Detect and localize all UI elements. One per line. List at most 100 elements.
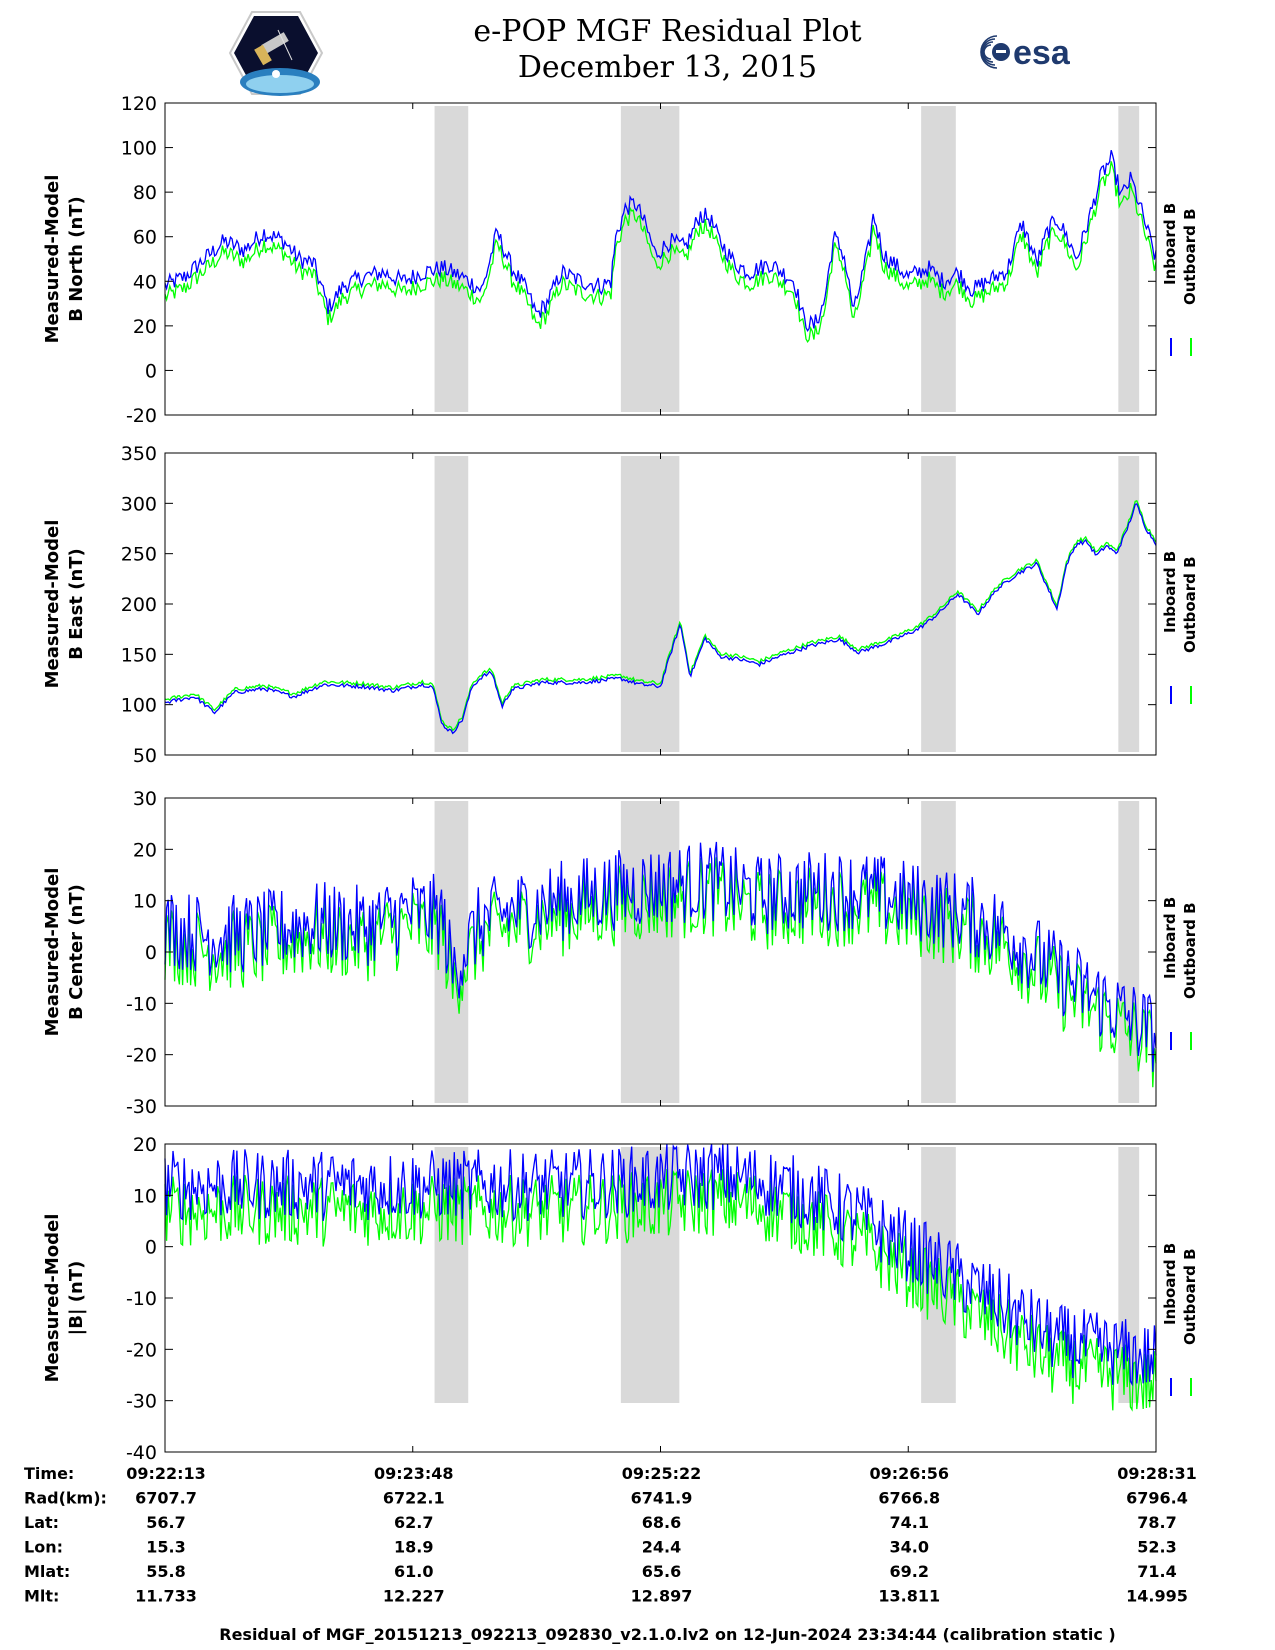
row-label: Lon: — [24, 1538, 63, 1557]
y-tick-label: 10 — [133, 1185, 157, 1207]
y-tick-label: 100 — [121, 695, 157, 717]
y-tick-label: 150 — [121, 644, 157, 666]
row-value: 09:28:31 — [1117, 1464, 1197, 1483]
shaded-interval-2-3 — [921, 456, 956, 752]
row-value: 56.7 — [146, 1513, 185, 1532]
y-axis-label-panel-2: Measured-Model B East (nT) — [42, 520, 87, 689]
y-tick-label: 40 — [133, 271, 157, 293]
y-tick-label: 30 — [133, 788, 157, 810]
y-tick-label: 10 — [133, 891, 157, 913]
shaded-interval-3-2 — [620, 801, 680, 1103]
legend-outboard-label: Outboard B — [1181, 1248, 1199, 1345]
y-axis-label-line-1: Measured-Model — [42, 175, 63, 344]
y-tick-label: -20 — [126, 1339, 157, 1361]
row-value: 24.4 — [642, 1538, 681, 1557]
y-axis-label-panel-1: Measured-Model B North (nT) — [42, 175, 87, 344]
legend-outboard-label: Outboard B — [1181, 208, 1199, 305]
esa-logo: esa — [980, 34, 1071, 72]
y-tick-label: -20 — [126, 405, 157, 427]
outboard-series-panel-4 — [164, 1168, 1157, 1412]
row-value: 65.6 — [642, 1562, 681, 1581]
y-tick-label: 60 — [133, 227, 157, 249]
row-value: 55.8 — [146, 1562, 185, 1581]
y-tick-label: 50 — [133, 745, 157, 767]
row-value: 6796.4 — [1126, 1489, 1188, 1508]
y-axis-label-panel-4: Measured-Model |B| (nT) — [42, 1214, 87, 1383]
shaded-interval-1-3 — [921, 106, 956, 412]
inboard-series-panel-1 — [164, 150, 1157, 332]
y-axis-label-line-1: Measured-Model — [42, 1214, 63, 1383]
legend-inboard-label: Inboard B — [1161, 551, 1179, 633]
y-axis-label-line-2: B North (nT) — [66, 196, 87, 322]
y-axis-label-line-2: B Center (nT) — [66, 884, 87, 1020]
shaded-interval-2-4 — [1118, 456, 1140, 752]
row-value: 68.6 — [642, 1513, 681, 1532]
esa-logo-text: esa — [1013, 34, 1071, 72]
row-value: 74.1 — [890, 1513, 929, 1532]
y-tick-label: -30 — [126, 1096, 157, 1118]
row-value: 6707.7 — [135, 1489, 197, 1508]
row-label: Time: — [24, 1464, 74, 1483]
y-tick-label: -30 — [126, 1391, 157, 1413]
y-tick-label: 20 — [133, 316, 157, 338]
row-value: 18.9 — [394, 1538, 433, 1557]
y-tick-label: 20 — [133, 839, 157, 861]
inboard-series-panel-3 — [164, 841, 1157, 1072]
row-value: 78.7 — [1137, 1513, 1176, 1532]
satellite-mission-patch-icon — [228, 11, 324, 96]
y-tick-label: 80 — [133, 182, 157, 204]
row-label: Mlt: — [24, 1587, 59, 1606]
row-value: 71.4 — [1137, 1562, 1176, 1581]
shaded-interval-2-2 — [620, 456, 680, 752]
y-tick-label: 0 — [145, 360, 157, 382]
row-value: 12.227 — [383, 1587, 445, 1606]
row-label: Rad(km): — [24, 1489, 107, 1508]
row-value: 09:23:48 — [374, 1464, 454, 1483]
y-axis-label-panel-3: Measured-Model B Center (nT) — [42, 868, 87, 1037]
row-label: Lat: — [24, 1513, 59, 1532]
shaded-interval-1-1 — [434, 106, 469, 412]
shaded-interval-2-1 — [434, 456, 469, 752]
shaded-interval-3-4 — [1118, 801, 1140, 1103]
row-value: 34.0 — [890, 1538, 929, 1557]
page-title: e-POP MGF Residual Plot December 13, 201… — [0, 14, 1275, 86]
outboard-series-panel-1 — [164, 161, 1157, 344]
row-value: 11.733 — [135, 1587, 197, 1606]
y-tick-label: -10 — [126, 993, 157, 1015]
y-tick-label: 250 — [121, 544, 157, 566]
y-tick-label: 100 — [121, 138, 157, 160]
row-label: Mlat: — [24, 1562, 70, 1581]
y-axis-label-line-1: Measured-Model — [42, 868, 63, 1037]
row-value: 09:25:22 — [622, 1464, 702, 1483]
y-tick-label: 200 — [121, 594, 157, 616]
y-tick-label: 300 — [121, 493, 157, 515]
legend-inboard-label: Inboard B — [1161, 897, 1179, 979]
y-tick-label: -10 — [126, 1288, 157, 1310]
outboard-series-panel-2 — [164, 499, 1157, 732]
y-tick-label: 0 — [145, 942, 157, 964]
row-value: 14.995 — [1126, 1587, 1188, 1606]
row-value: 62.7 — [394, 1513, 433, 1532]
y-tick-label: -20 — [126, 1045, 157, 1067]
y-tick-label: 20 — [133, 1134, 157, 1156]
y-axis-label-line-2: |B| (nT) — [66, 1261, 87, 1336]
y-tick-label: 350 — [121, 443, 157, 465]
y-tick-label: -40 — [126, 1442, 157, 1464]
inboard-series-panel-2 — [164, 503, 1157, 735]
row-value: 09:26:56 — [869, 1464, 949, 1483]
row-value: 6722.1 — [383, 1489, 445, 1508]
row-value: 6766.8 — [878, 1489, 940, 1508]
row-value: 6741.9 — [631, 1489, 693, 1508]
row-value: 13.811 — [878, 1587, 940, 1606]
footer-caption: Residual of MGF_20151213_092213_092830_v… — [219, 1625, 1116, 1644]
y-tick-label: 0 — [145, 1237, 157, 1259]
row-value: 61.0 — [394, 1562, 433, 1581]
row-value: 09:22:13 — [126, 1464, 206, 1483]
y-axis-label-line-2: B East (nT) — [66, 548, 87, 660]
legend-outboard-label: Outboard B — [1181, 556, 1199, 653]
y-axis-label-line-1: Measured-Model — [42, 520, 63, 689]
inboard-series-panel-4 — [164, 1143, 1157, 1387]
title-line-2: December 13, 2015 — [517, 50, 818, 85]
row-value: 15.3 — [146, 1538, 185, 1557]
